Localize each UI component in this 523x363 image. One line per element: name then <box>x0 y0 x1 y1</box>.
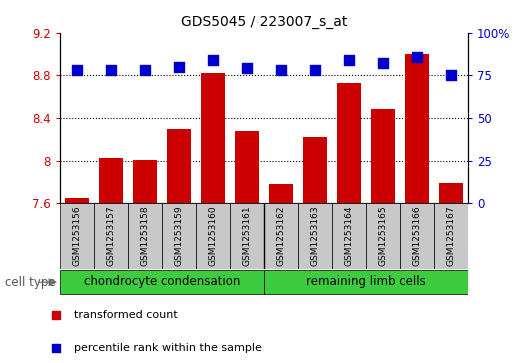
Bar <box>167 129 191 203</box>
Bar <box>337 83 361 203</box>
Bar <box>162 203 196 269</box>
Point <box>141 67 150 73</box>
Text: GSM1253158: GSM1253158 <box>141 205 150 266</box>
Text: GSM1253157: GSM1253157 <box>107 205 116 266</box>
Point <box>413 54 422 60</box>
Text: GSM1253166: GSM1253166 <box>413 205 422 266</box>
Point <box>277 67 286 73</box>
Bar <box>264 270 468 294</box>
Bar <box>298 203 332 269</box>
Bar <box>201 73 225 203</box>
Bar <box>269 184 293 203</box>
Text: GSM1253164: GSM1253164 <box>345 205 354 266</box>
Point <box>311 67 320 73</box>
Point <box>51 312 60 318</box>
Bar <box>60 270 264 294</box>
Point <box>345 57 354 63</box>
Bar <box>196 203 230 269</box>
Bar <box>235 131 259 203</box>
Bar <box>230 203 264 269</box>
Text: remaining limb cells: remaining limb cells <box>306 275 426 288</box>
Text: GSM1253167: GSM1253167 <box>447 205 456 266</box>
Point <box>209 57 218 63</box>
Bar <box>264 203 298 269</box>
Title: GDS5045 / 223007_s_at: GDS5045 / 223007_s_at <box>181 15 347 29</box>
Bar <box>405 54 429 203</box>
Bar <box>99 159 123 203</box>
Text: GSM1253160: GSM1253160 <box>209 205 218 266</box>
Text: GSM1253162: GSM1253162 <box>277 205 286 266</box>
Bar <box>94 203 128 269</box>
Text: GSM1253161: GSM1253161 <box>243 205 252 266</box>
Bar <box>371 109 395 203</box>
Text: chondrocyte condensation: chondrocyte condensation <box>84 275 240 288</box>
Text: transformed count: transformed count <box>74 310 178 320</box>
Bar <box>303 137 327 203</box>
Point <box>379 61 388 66</box>
Bar <box>133 160 157 203</box>
Bar <box>439 183 463 203</box>
Point <box>73 67 82 73</box>
Text: percentile rank within the sample: percentile rank within the sample <box>74 343 262 353</box>
Point <box>243 66 252 72</box>
Bar <box>400 203 434 269</box>
Bar <box>65 198 89 203</box>
Text: GSM1253163: GSM1253163 <box>311 205 320 266</box>
Text: GSM1253165: GSM1253165 <box>379 205 388 266</box>
Bar <box>60 203 94 269</box>
Point <box>447 72 456 78</box>
Bar <box>366 203 400 269</box>
Text: GSM1253159: GSM1253159 <box>175 205 184 266</box>
Point <box>107 67 116 73</box>
Text: GSM1253156: GSM1253156 <box>73 205 82 266</box>
Point <box>175 64 184 70</box>
Text: cell type: cell type <box>5 276 56 289</box>
Bar <box>434 203 468 269</box>
Point <box>51 345 60 351</box>
Bar <box>128 203 162 269</box>
Bar <box>332 203 366 269</box>
